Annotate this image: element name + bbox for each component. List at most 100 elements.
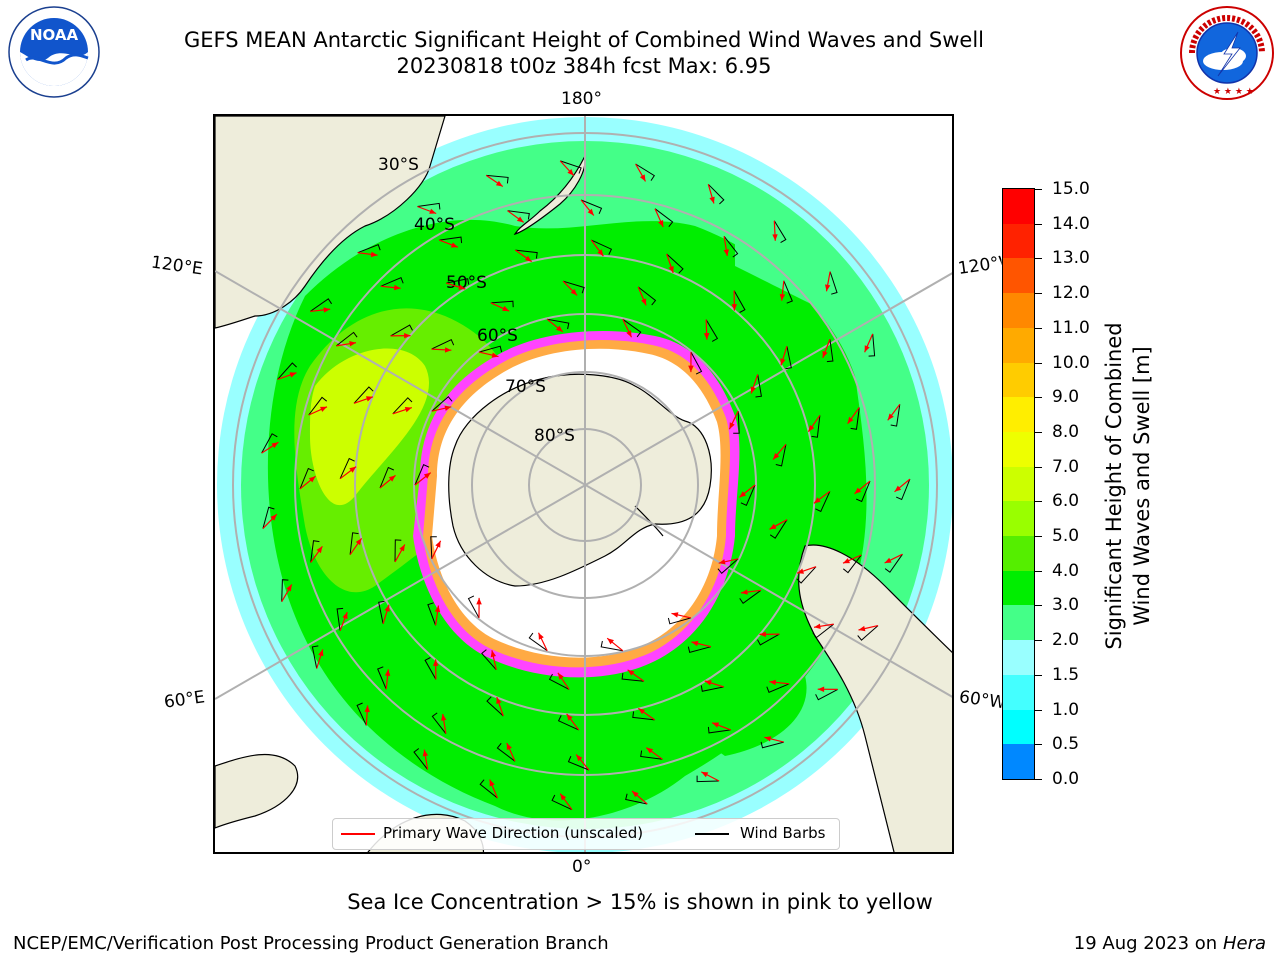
wave-arrowhead [632,791,639,798]
new-zealand-land [513,153,586,236]
colorbar-tick-label: 3.0 [1052,595,1080,616]
wind-barb [335,331,358,347]
wind-barb [812,623,835,639]
wind-barb [379,466,394,489]
graticule [215,116,952,852]
colorbar-tick-label: 14.0 [1052,213,1090,234]
wave-arrowhead [825,284,831,292]
colorbar-tick-label: 11.0 [1052,317,1090,338]
wind-barb [353,386,374,404]
wind-barb [562,280,585,294]
wind-barb [467,595,480,619]
wind-barb [857,625,879,641]
wind-barb [591,239,613,255]
colorbar-segment [1003,189,1034,224]
colorbar-segment [1003,674,1034,710]
wave-arrowhead [864,345,870,353]
wave-arrowhead [709,196,715,204]
wind-barb [308,396,328,416]
wave-arrowhead [566,713,573,721]
wind-barb [394,539,402,562]
wave-arrowhead [779,294,786,301]
colorbar-tick-mark [1035,466,1042,468]
colorbar-tick-mark [1035,536,1042,538]
wind-barb [486,174,509,184]
wave-arrowhead [887,413,894,421]
colorbar-tick-label: 1.5 [1052,664,1080,685]
wave-arrowhead [435,540,441,548]
lon-label-60e: 60°E [162,687,207,713]
wind-barb [551,794,573,811]
wind-barb [547,318,570,330]
wave-arrowhead [458,284,466,290]
lon-label-60w: 60°W [957,687,1004,713]
wind-barb [635,163,656,181]
wind-barb [850,407,860,430]
colorbar-segment [1003,293,1034,328]
wind-barb [760,741,784,749]
wave-arrowhead [366,396,373,402]
lon-label-0: 0° [572,857,592,877]
wave-arrowhead [384,604,390,612]
wave-arrowhead [576,754,583,762]
wave-arrowhead [671,612,679,618]
wave-arrowhead [847,416,854,424]
colorbar-segment [1003,640,1034,675]
wind-barb [896,478,911,501]
colorbar-segment [1003,223,1034,259]
colorbar-segment [1003,362,1034,398]
colorbar-tick-label: 6.0 [1052,491,1080,512]
wave-arrowhead [688,365,694,373]
wave-arrowhead [364,705,370,713]
wind-barb [486,696,504,717]
wave-arrowhead [817,686,825,692]
wind-barb [796,566,817,584]
wind-barb [773,220,787,244]
wave-arrowhead [854,487,862,494]
wind-barb [310,540,320,563]
wave-arrowhead [557,672,564,680]
wave-arrowhead [404,407,412,413]
nws-logo: ★ ★ ★ ★ [1180,6,1274,100]
map-legend: Primary Wave Direction (unscaled) Wind B… [332,818,840,850]
wave-arrowhead [289,372,297,378]
wave-arrowhead [323,307,331,313]
wave-arrowhead [570,288,578,296]
colorbar [1002,188,1035,780]
wind-barb [621,673,645,682]
legend-barb-swatch [695,833,729,835]
wave-arrowhead [567,169,574,176]
wind-barb [600,640,623,652]
wave-arrowhead [429,208,437,214]
wind-barb [356,702,367,726]
wind-barb [690,351,703,375]
wave-arrowhead [524,255,532,262]
wave-arrowhead [626,330,632,338]
colorbar-tick-mark [1035,709,1042,711]
wind-barb [826,339,834,363]
madagascar-land [215,753,299,829]
wind-barb [507,210,530,220]
wind-barb [815,688,838,701]
wind-barb [769,519,788,539]
wave-arrowhead [641,298,647,306]
wave-arrowhead [858,625,866,632]
wave-arrowhead [780,358,786,366]
wave-arrowhead [729,422,735,430]
colorbar-tick-mark [1035,640,1042,642]
wave-arrowhead [422,749,429,757]
wind-barb [377,666,387,690]
wind-barb [740,484,756,506]
wind-barb [687,646,712,654]
wind-barb [311,645,319,669]
wind-barb [560,160,582,174]
wind-barb [424,657,437,680]
colorbar-tick-mark [1035,223,1042,225]
wave-arrowhead [691,640,699,647]
wind-barb [733,411,740,434]
wind-barb [262,506,275,529]
wave-arrowhead [423,472,431,479]
wind-barb [785,346,792,370]
wind-barb [557,715,579,731]
wind-barb [496,742,516,762]
